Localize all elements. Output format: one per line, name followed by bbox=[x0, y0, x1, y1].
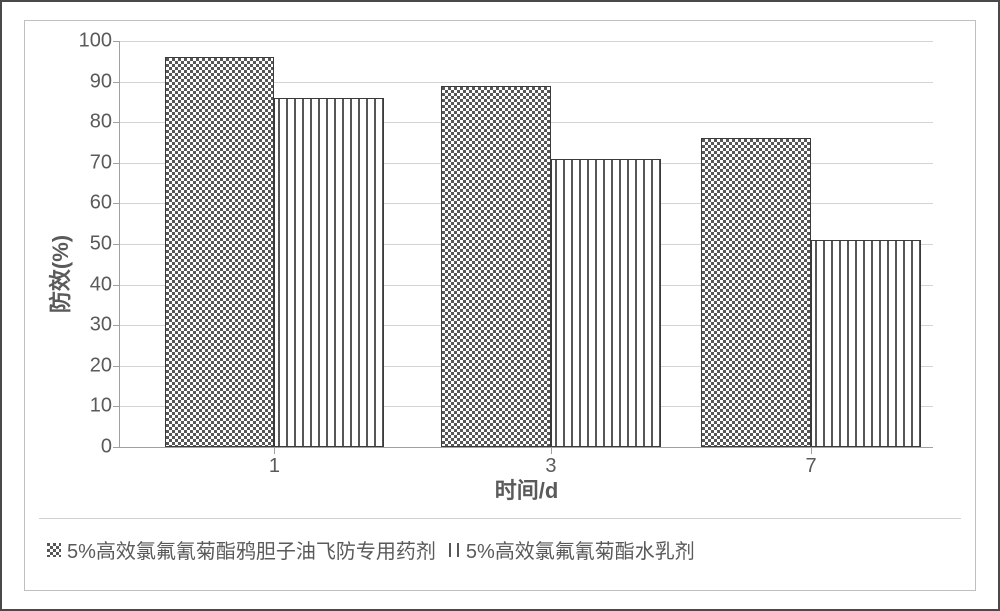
legend: 5%高效氯氟氰菊酯鸦胆子油飞防专用药剂 5%高效氯氟氰菊酯水乳剂 bbox=[39, 518, 961, 580]
x-tick-mark bbox=[811, 447, 812, 454]
grid-line bbox=[120, 41, 933, 42]
chart-panel: 防效(%) 时间/d 0102030405060708090100137 5%高… bbox=[24, 20, 976, 591]
legend-swatch-vlines bbox=[446, 543, 460, 557]
y-tick-mark bbox=[113, 366, 120, 367]
y-tick-mark bbox=[113, 285, 120, 286]
legend-label: 5%高效氯氟氰菊酯鸦胆子油飞防专用药剂 bbox=[67, 535, 436, 564]
y-tick-mark bbox=[113, 41, 120, 42]
y-tick-label: 10 bbox=[90, 395, 112, 418]
y-tick-label: 60 bbox=[90, 192, 112, 215]
bar bbox=[441, 86, 551, 447]
y-tick-label: 20 bbox=[90, 354, 112, 377]
plot-area: 时间/d 0102030405060708090100137 bbox=[119, 41, 933, 448]
y-tick-label: 80 bbox=[90, 111, 112, 134]
y-tick-mark bbox=[113, 163, 120, 164]
legend-item: 5%高效氯氟氰菊酯鸦胆子油飞防专用药剂 bbox=[47, 535, 436, 564]
y-tick-label: 100 bbox=[79, 30, 112, 53]
y-tick-label: 70 bbox=[90, 151, 112, 174]
y-tick-label: 50 bbox=[90, 233, 112, 256]
legend-item: 5%高效氯氟氰菊酯水乳剂 bbox=[446, 535, 695, 564]
bar bbox=[551, 159, 661, 447]
y-tick-mark bbox=[113, 325, 120, 326]
y-tick-label: 0 bbox=[101, 436, 112, 459]
y-tick-mark bbox=[113, 447, 120, 448]
y-tick-label: 30 bbox=[90, 314, 112, 337]
chart-area: 防效(%) 时间/d 0102030405060708090100137 bbox=[39, 35, 961, 512]
y-tick-label: 90 bbox=[90, 70, 112, 93]
y-tick-mark bbox=[113, 244, 120, 245]
outer-frame: 防效(%) 时间/d 0102030405060708090100137 5%高… bbox=[0, 0, 1000, 611]
y-axis-title: 防效(%) bbox=[43, 234, 75, 312]
x-tick-label: 3 bbox=[545, 455, 556, 478]
bar bbox=[811, 240, 921, 447]
bar bbox=[701, 138, 811, 447]
x-tick-mark bbox=[274, 447, 275, 454]
x-tick-label: 1 bbox=[269, 455, 280, 478]
x-tick-mark bbox=[551, 447, 552, 454]
y-tick-mark bbox=[113, 82, 120, 83]
y-tick-mark bbox=[113, 406, 120, 407]
x-tick-label: 7 bbox=[805, 455, 816, 478]
bar bbox=[165, 57, 275, 447]
legend-label: 5%高效氯氟氰菊酯水乳剂 bbox=[466, 535, 695, 564]
y-tick-mark bbox=[113, 122, 120, 123]
legend-swatch-checker bbox=[47, 543, 61, 557]
y-tick-mark bbox=[113, 203, 120, 204]
y-tick-label: 40 bbox=[90, 273, 112, 296]
bar bbox=[274, 98, 384, 447]
